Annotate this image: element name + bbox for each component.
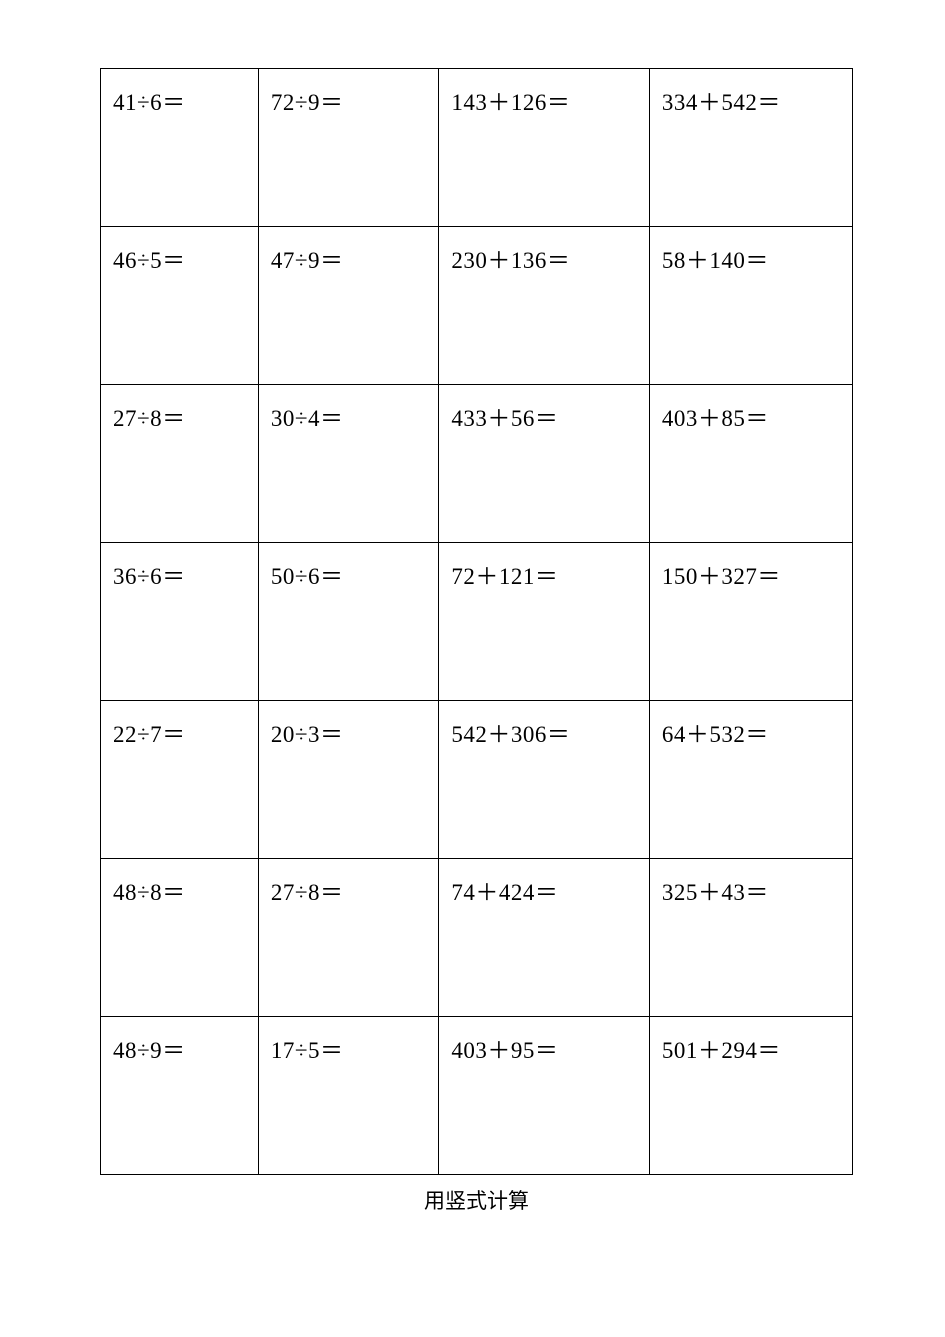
problem-cell: 334＋542＝ bbox=[649, 69, 852, 227]
problem-cell: 46÷5＝ bbox=[101, 227, 259, 385]
problem-cell: 74＋424＝ bbox=[439, 859, 650, 1017]
problem-cell: 501＋294＝ bbox=[649, 1017, 852, 1175]
problem-cell: 41÷6＝ bbox=[101, 69, 259, 227]
table-row: 48÷8＝ 27÷8＝ 74＋424＝ 325＋43＝ bbox=[101, 859, 853, 1017]
problem-cell: 22÷7＝ bbox=[101, 701, 259, 859]
table-caption: 用竖式计算 bbox=[100, 1185, 853, 1215]
problem-cell: 403＋95＝ bbox=[439, 1017, 650, 1175]
problem-cell: 30÷4＝ bbox=[258, 385, 438, 543]
problem-cell: 27÷8＝ bbox=[258, 859, 438, 1017]
problem-cell: 150＋327＝ bbox=[649, 543, 852, 701]
problem-cell: 58＋140＝ bbox=[649, 227, 852, 385]
problems-table: 41÷6＝ 72÷9＝ 143＋126＝ 334＋542＝ 46÷5＝ 47÷9… bbox=[100, 68, 853, 1175]
problem-cell: 542＋306＝ bbox=[439, 701, 650, 859]
problem-cell: 47÷9＝ bbox=[258, 227, 438, 385]
table-row: 36÷6＝ 50÷6＝ 72＋121＝ 150＋327＝ bbox=[101, 543, 853, 701]
problem-cell: 17÷5＝ bbox=[258, 1017, 438, 1175]
problem-cell: 143＋126＝ bbox=[439, 69, 650, 227]
problem-cell: 27÷8＝ bbox=[101, 385, 259, 543]
problem-cell: 48÷9＝ bbox=[101, 1017, 259, 1175]
problem-cell: 403＋85＝ bbox=[649, 385, 852, 543]
problem-cell: 325＋43＝ bbox=[649, 859, 852, 1017]
problem-cell: 36÷6＝ bbox=[101, 543, 259, 701]
table-row: 48÷9＝ 17÷5＝ 403＋95＝ 501＋294＝ bbox=[101, 1017, 853, 1175]
worksheet-page: 41÷6＝ 72÷9＝ 143＋126＝ 334＋542＝ 46÷5＝ 47÷9… bbox=[0, 0, 945, 1337]
table-row: 22÷7＝ 20÷3＝ 542＋306＝ 64＋532＝ bbox=[101, 701, 853, 859]
problem-cell: 230＋136＝ bbox=[439, 227, 650, 385]
table-row: 46÷5＝ 47÷9＝ 230＋136＝ 58＋140＝ bbox=[101, 227, 853, 385]
problem-cell: 433＋56＝ bbox=[439, 385, 650, 543]
table-row: 41÷6＝ 72÷9＝ 143＋126＝ 334＋542＝ bbox=[101, 69, 853, 227]
problem-cell: 64＋532＝ bbox=[649, 701, 852, 859]
problem-cell: 48÷8＝ bbox=[101, 859, 259, 1017]
problem-cell: 20÷3＝ bbox=[258, 701, 438, 859]
problem-cell: 72＋121＝ bbox=[439, 543, 650, 701]
problem-cell: 50÷6＝ bbox=[258, 543, 438, 701]
problem-cell: 72÷9＝ bbox=[258, 69, 438, 227]
problems-tbody: 41÷6＝ 72÷9＝ 143＋126＝ 334＋542＝ 46÷5＝ 47÷9… bbox=[101, 69, 853, 1175]
table-row: 27÷8＝ 30÷4＝ 433＋56＝ 403＋85＝ bbox=[101, 385, 853, 543]
